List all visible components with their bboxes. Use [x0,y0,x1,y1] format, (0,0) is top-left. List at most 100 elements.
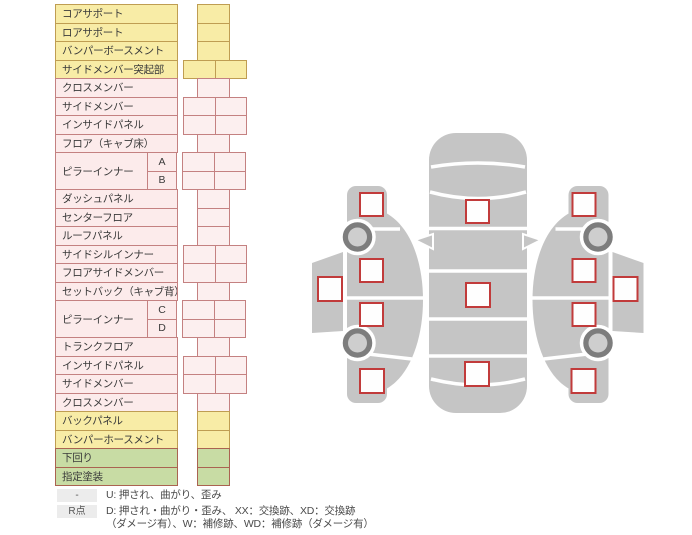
damage-marker[interactable] [359,192,384,217]
parts-table-row: バンパーホースメント [55,429,247,449]
legend-key-box: - [57,489,97,502]
legend-key-box: R点 [57,504,97,518]
damage-cell[interactable] [182,170,215,190]
legend-row: R点 D: 押され・曲がり・歪み、 XX：交換跡、XD：交換跡 （ダメージ有）、… [57,504,477,532]
damage-marker[interactable] [465,282,491,308]
damage-cell[interactable] [183,115,216,135]
damage-marker[interactable] [571,192,597,217]
damage-cell[interactable] [214,59,247,79]
part-label: サイドメンバー [55,96,178,116]
damage-cells [182,152,246,190]
parts-table-row: コアサポート [55,4,247,24]
damage-cell[interactable] [214,244,247,264]
legend-text: D: 押され・曲がり・歪み、 XX：交換跡、XD：交換跡 （ダメージ有）、W：補… [106,505,374,532]
damage-cells [183,59,247,79]
damage-marker[interactable] [570,368,597,394]
damage-cell[interactable] [197,207,230,227]
parts-table-row: クロスメンバー [55,392,247,412]
damage-cell[interactable] [214,96,247,116]
damage-cell[interactable] [183,374,216,394]
parts-table-row: サイドメンバー突起部 [55,59,247,79]
damage-cells [183,244,247,264]
damage-cells [183,115,247,135]
parts-table-row: バンパーボースメント [55,41,247,61]
damage-marker[interactable] [571,302,597,327]
damage-cell[interactable] [197,448,230,468]
damage-cell[interactable] [197,41,230,61]
legend-row: - U: 押され、曲がり、歪み [57,489,477,503]
damage-cells [197,337,230,357]
damage-cell[interactable] [197,466,230,486]
parts-table-row: 指定塗装 [55,466,247,486]
damage-cell[interactable] [197,78,230,98]
damage-cell[interactable] [197,133,230,153]
damage-cell[interactable] [182,300,215,320]
wheel-hub-icon [348,333,367,353]
damage-cells [197,448,230,468]
damage-cell[interactable] [214,374,247,394]
damage-cell[interactable] [213,170,246,190]
damage-cell[interactable] [197,337,230,357]
part-label: セットバック（キャブ背） [55,281,178,301]
part-label: ピラーインナー [55,152,148,190]
parts-table-row: インサイドパネル [55,355,247,375]
parts-table-group-row: ピラーインナー A B [55,152,247,190]
left-panel-line-bottom [367,352,413,361]
damage-cell[interactable] [183,263,216,283]
part-label: 下回り [55,448,178,468]
parts-table-row: ダッシュパネル [55,189,247,209]
damage-cell[interactable] [182,318,215,338]
right-body-bulge [532,213,570,389]
damage-cell[interactable] [213,300,246,320]
damage-marker[interactable] [317,276,343,302]
damage-cell[interactable] [213,152,246,172]
pillar-sub-label: A [147,152,177,172]
damage-cells [183,355,247,375]
parts-table-row: トランクフロア [55,337,247,357]
damage-cell[interactable] [197,4,230,24]
damage-cell[interactable] [183,59,216,79]
part-label: クロスメンバー [55,392,178,412]
damage-marker[interactable] [465,199,490,224]
damage-cell[interactable] [214,115,247,135]
damage-cells [197,429,230,449]
damage-marker[interactable] [359,258,384,283]
top-view-body [429,133,527,413]
damage-cell[interactable] [182,152,215,172]
damage-cell[interactable] [213,318,246,338]
part-label: ダッシュパネル [55,189,178,209]
left-body-bulge [386,213,423,389]
damage-cell[interactable] [197,392,230,412]
damage-cell[interactable] [214,263,247,283]
legend-text: U: 押され、曲がり、歪み [106,489,222,501]
pillar-sub-label: D [147,318,177,338]
parts-table-row: サイドメンバー [55,374,247,394]
top-view [412,133,544,413]
damage-cell[interactable] [197,189,230,209]
damage-marker[interactable] [571,258,597,283]
damage-cell[interactable] [197,22,230,42]
wheel-hub-icon [348,227,367,247]
damage-cell[interactable] [183,355,216,375]
damage-marker[interactable] [464,361,490,387]
damage-cell[interactable] [197,281,230,301]
damage-marker[interactable] [612,276,639,302]
damage-cell[interactable] [197,411,230,431]
damage-marker[interactable] [359,368,385,394]
damage-cell[interactable] [197,429,230,449]
part-label: バンパーボースメント [55,41,178,61]
damage-cells [197,41,230,61]
parts-table-row: セットバック（キャブ背） [55,281,247,301]
part-label: センターフロア [55,207,178,227]
damage-cells [183,263,247,283]
damage-cells [182,300,246,338]
damage-cell[interactable] [183,244,216,264]
damage-cell[interactable] [183,96,216,116]
damage-cells [197,22,230,42]
part-label: フロアサイドメンバー [55,263,178,283]
damage-marker[interactable] [359,302,384,327]
damage-cell[interactable] [197,226,230,246]
parts-table-row: センターフロア [55,207,247,227]
damage-cell[interactable] [214,355,247,375]
